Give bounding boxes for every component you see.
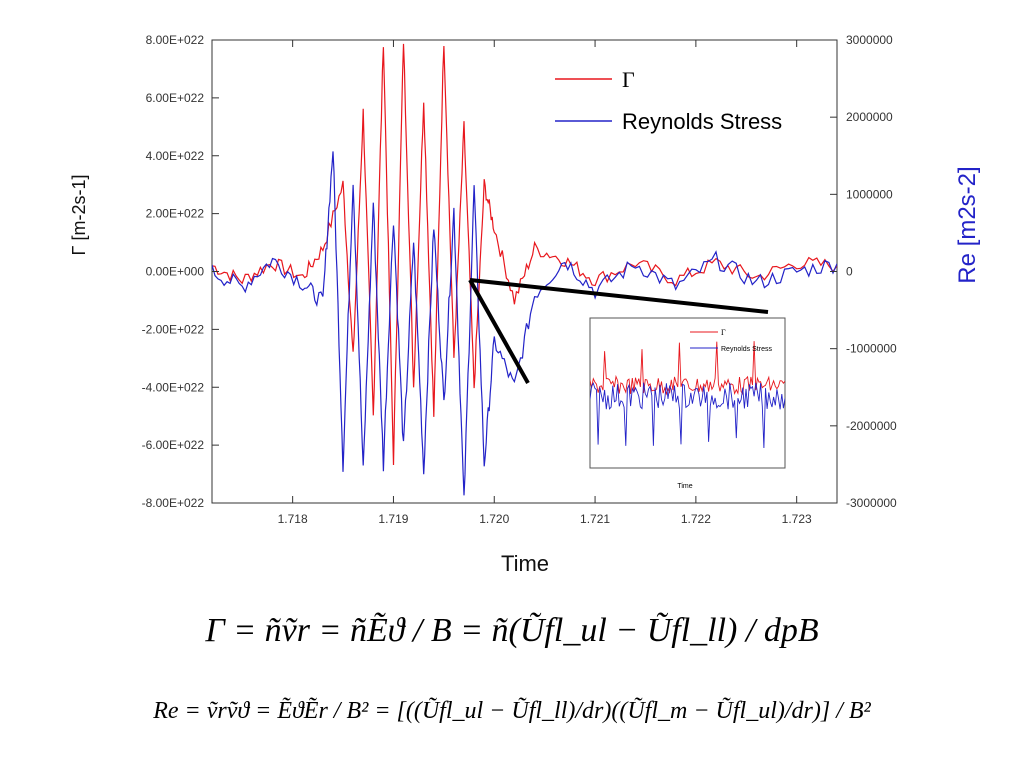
y-right-tick-label: 0 [846, 265, 853, 279]
legend: Γ Reynolds Stress [555, 67, 782, 134]
y-right-tick-label: 2000000 [846, 110, 893, 124]
y-left-tick-label: -6.00E+022 [142, 438, 205, 452]
y-left-tick-label: -4.00E+022 [142, 380, 205, 394]
series-layer [212, 43, 837, 496]
ticks-layer: 1.718 1.719 1.720 1.721 1.722 1.723 8.00E+022 6… [142, 33, 897, 526]
y-left-tick-label: 2.00E+022 [146, 207, 205, 221]
x-tick-label: 1.720 [479, 512, 509, 526]
legend-label-gamma: Γ [622, 67, 635, 92]
y-left-tick-label: 4.00E+022 [146, 149, 205, 163]
y-left-tick-label: -2.00E+022 [142, 322, 205, 336]
inset-series-layer [590, 341, 785, 449]
x-tick-label: 1.718 [278, 512, 308, 526]
chart: 1.718 1.719 1.720 1.721 1.722 1.723 8.00E+022 6… [69, 33, 981, 576]
y-left-tick-label: 0.00E+000 [146, 265, 205, 279]
inset-legend-reynolds: Reynolds Stress [721, 346, 772, 353]
inset-series-line-gamma [590, 341, 785, 396]
equation-reynolds: Re = ṽrṽϑ = ẼϑẼr / B² = [((Ũfl_ul − Ũfl_… [153, 698, 871, 724]
y-left-tick-label: -8.00E+022 [142, 496, 205, 510]
y-right-tick-label: 1000000 [846, 187, 893, 201]
x-tick-label: 1.723 [782, 512, 812, 526]
inset-frame [589, 317, 786, 469]
y-right-tick-label: -1000000 [846, 342, 897, 356]
y-axis-label-right: Re [m2s-2] [954, 166, 981, 283]
y-right-tick-label: -2000000 [846, 419, 897, 433]
equation-gamma: Γ = ñṽr = ñẼϑ / B = ñ(Ũfl_ul − Ũfl_ll) /… [205, 612, 819, 649]
y-left-tick-label: 8.00E+022 [146, 33, 205, 47]
inset-legend-gamma: Γ [721, 328, 726, 337]
legend-label-reynolds: Reynolds Stress [622, 109, 782, 134]
x-tick-label: 1.719 [378, 512, 408, 526]
inset-series-line-reynolds-stress [590, 382, 785, 449]
x-axis-label: Time [501, 551, 549, 576]
x-tick-label: 1.722 [681, 512, 711, 526]
inset-x-label: Time [677, 483, 692, 490]
series-line-reynolds-stress [212, 151, 837, 496]
y-axis-label-left: Γ [m-2s-1] [69, 175, 89, 256]
inset-chart: Γ Reynolds Stress Time [589, 317, 786, 490]
y-left-tick-label: 6.00E+022 [146, 91, 205, 105]
zoom-line-bottom [468, 279, 530, 384]
y-right-tick-label: -3000000 [846, 496, 897, 510]
series-line-gamma [212, 43, 837, 466]
y-right-tick-label: 3000000 [846, 33, 893, 47]
x-tick-label: 1.721 [580, 512, 610, 526]
zoom-line-top [469, 278, 769, 314]
